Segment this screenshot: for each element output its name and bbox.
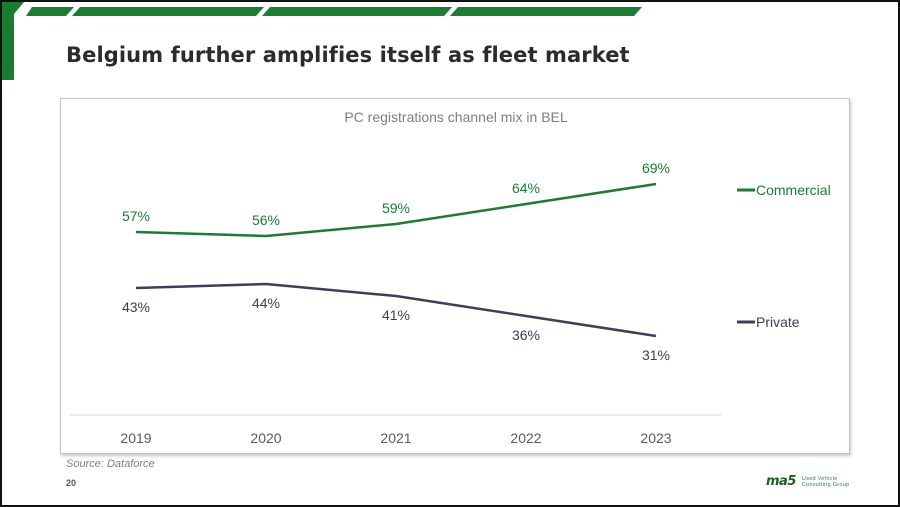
chart-panel: PC registrations channel mix in BEL 2019 2… xyxy=(60,98,850,454)
data-label: 69% xyxy=(642,160,670,176)
logo-text: Used Vehicle Consulting Group xyxy=(802,476,850,488)
legend-label: Commercial xyxy=(756,182,831,198)
x-tick-label: 2022 xyxy=(510,430,541,446)
legend-label: Private xyxy=(756,314,800,330)
logo-mark: ma5 xyxy=(766,474,796,489)
data-label: 59% xyxy=(382,200,410,216)
x-tick-label: 2019 xyxy=(120,430,151,446)
line-chart: PC registrations channel mix in BEL 2019 2… xyxy=(69,109,831,446)
logo-text-line-2: Consulting Group xyxy=(801,481,850,488)
slide-title: Belgium further amplifies itself as flee… xyxy=(66,43,630,67)
data-label: 64% xyxy=(512,180,540,196)
x-tick-label: 2020 xyxy=(250,430,281,446)
chart-title: PC registrations channel mix in BEL xyxy=(344,109,568,125)
x-tick-label: 2023 xyxy=(640,430,671,446)
data-label: 57% xyxy=(122,208,150,224)
header-decoration xyxy=(2,2,642,80)
logo-text-line-1: Used Vehicle xyxy=(801,475,838,482)
data-label: 36% xyxy=(512,327,540,343)
x-tick-label: 2021 xyxy=(380,430,411,446)
page-number: 20 xyxy=(66,478,77,488)
data-label: 43% xyxy=(122,299,150,315)
company-logo: ma5 Used Vehicle Consulting Group xyxy=(766,474,849,489)
data-label: 31% xyxy=(642,347,670,363)
source-note: Source: Dataforce xyxy=(66,458,155,470)
data-label: 56% xyxy=(252,212,280,228)
data-label: 41% xyxy=(382,307,410,323)
data-label: 44% xyxy=(252,295,280,311)
